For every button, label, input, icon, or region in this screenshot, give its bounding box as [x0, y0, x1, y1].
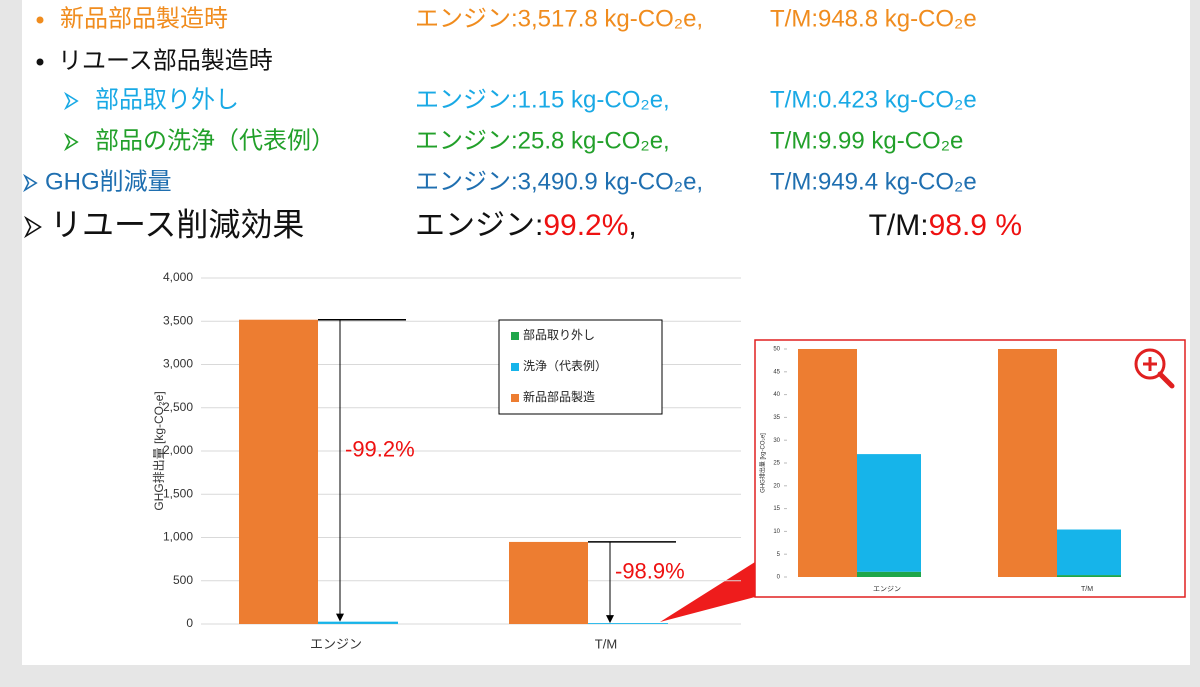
engine-value: エンジン:3,517.8 kg-CO₂e, — [415, 5, 703, 32]
zoom-icon — [1134, 348, 1175, 389]
bullet-arrow — [64, 132, 79, 152]
bullet-label: 新品部品製造時 — [60, 5, 228, 32]
bar-segment — [857, 571, 921, 577]
y-tick-label: 0 — [777, 575, 781, 581]
y-tick-label: 2,500 — [163, 400, 193, 414]
y-tick-label: 500 — [173, 573, 193, 587]
bar-segment — [588, 623, 668, 624]
y-tick-label: 0 — [186, 616, 193, 630]
y-tick-label: 50 — [773, 347, 780, 353]
tm-value: T/M:9.99 kg-CO₂e — [770, 127, 963, 154]
bullet-arrow — [64, 91, 79, 111]
legend-label: 部品取り外し — [523, 327, 595, 342]
bar — [239, 319, 318, 624]
annotation: -99.2% — [345, 437, 415, 462]
x-tick-label: T/M — [1081, 586, 1093, 593]
x-tick-label: エンジン — [310, 636, 362, 651]
y-tick-label: 1,000 — [163, 530, 193, 544]
engine-value: エンジン:25.8 kg-CO₂e, — [415, 127, 670, 154]
legend-swatch — [511, 332, 519, 340]
bullet-arrow — [23, 173, 38, 193]
tm-value: T/M:0.423 kg-CO₂e — [770, 86, 977, 113]
y-tick-label: 35 — [773, 415, 780, 421]
y-tick-label: 40 — [773, 392, 780, 398]
x-tick-label: T/M — [595, 636, 617, 651]
legend-label: 洗浄（代表例） — [523, 359, 607, 373]
bar-segment — [318, 621, 398, 624]
effect-part: エンジン: — [415, 209, 543, 242]
effect-engine: エンジン:99.2%, — [415, 209, 637, 242]
bullet-label: GHG削減量 — [45, 168, 172, 195]
effect-part: 99.2% — [543, 209, 628, 242]
bullet-dot — [36, 16, 44, 24]
bullet-label: 部品の洗浄（代表例） — [95, 127, 335, 154]
bar-segment — [1057, 575, 1121, 577]
y-tick-label: 15 — [773, 506, 780, 512]
annotation: -98.9% — [615, 558, 685, 583]
engine-value: エンジン:1.15 kg-CO₂e, — [415, 86, 670, 113]
legend-swatch — [511, 363, 519, 371]
y-tick-label: 10 — [773, 529, 780, 535]
legend-label: 新品部品製造 — [523, 389, 595, 404]
bar-segment — [1057, 529, 1121, 576]
y-axis-label: GHG排出量 [kg-CO₂e] — [152, 391, 166, 510]
bar — [798, 349, 857, 577]
effect-part: T/M: — [869, 209, 929, 242]
bar-segment — [857, 454, 921, 572]
y-tick-label: 1,500 — [163, 486, 193, 500]
y-tick-label: 2,000 — [163, 443, 193, 457]
y-tick-label: 25 — [773, 461, 780, 467]
bar — [509, 541, 588, 624]
y-tick-label: 45 — [773, 369, 780, 375]
y-axis-label: GHG排出量 [kg-CO₂e] — [759, 433, 767, 493]
effect-label: リユース削減効果 — [50, 206, 304, 242]
tm-value: T/M:948.8 kg-CO₂e — [770, 5, 977, 32]
y-tick-label: 20 — [773, 483, 780, 489]
arrow-head — [336, 613, 344, 622]
legend-box — [498, 319, 663, 415]
bullet-label: 部品取り外し — [95, 86, 239, 113]
bullet-dot — [36, 58, 44, 66]
effect-tm: T/M:98.9 % — [869, 209, 1022, 242]
bullet-arrow — [24, 215, 42, 239]
bar — [998, 349, 1057, 577]
y-tick-label: 5 — [777, 552, 781, 558]
engine-value: エンジン:3,490.9 kg-CO₂e, — [415, 168, 703, 195]
y-tick-label: 3,500 — [163, 313, 193, 327]
y-tick-label: 30 — [773, 438, 780, 444]
effect-part: , — [628, 209, 636, 242]
legend-swatch — [511, 394, 519, 402]
bullet-label: リユース部品製造時 — [58, 47, 273, 74]
effect-part: 98.9 % — [929, 209, 1022, 242]
y-tick-label: 4,000 — [163, 270, 193, 284]
arrow-head — [606, 615, 614, 624]
x-tick-label: エンジン — [873, 586, 901, 593]
y-tick-label: 3,000 — [163, 357, 193, 371]
zoom-callout — [660, 562, 755, 622]
bars — [239, 319, 668, 624]
tm-value: T/M:949.4 kg-CO₂e — [770, 168, 977, 195]
bars — [798, 349, 1121, 577]
